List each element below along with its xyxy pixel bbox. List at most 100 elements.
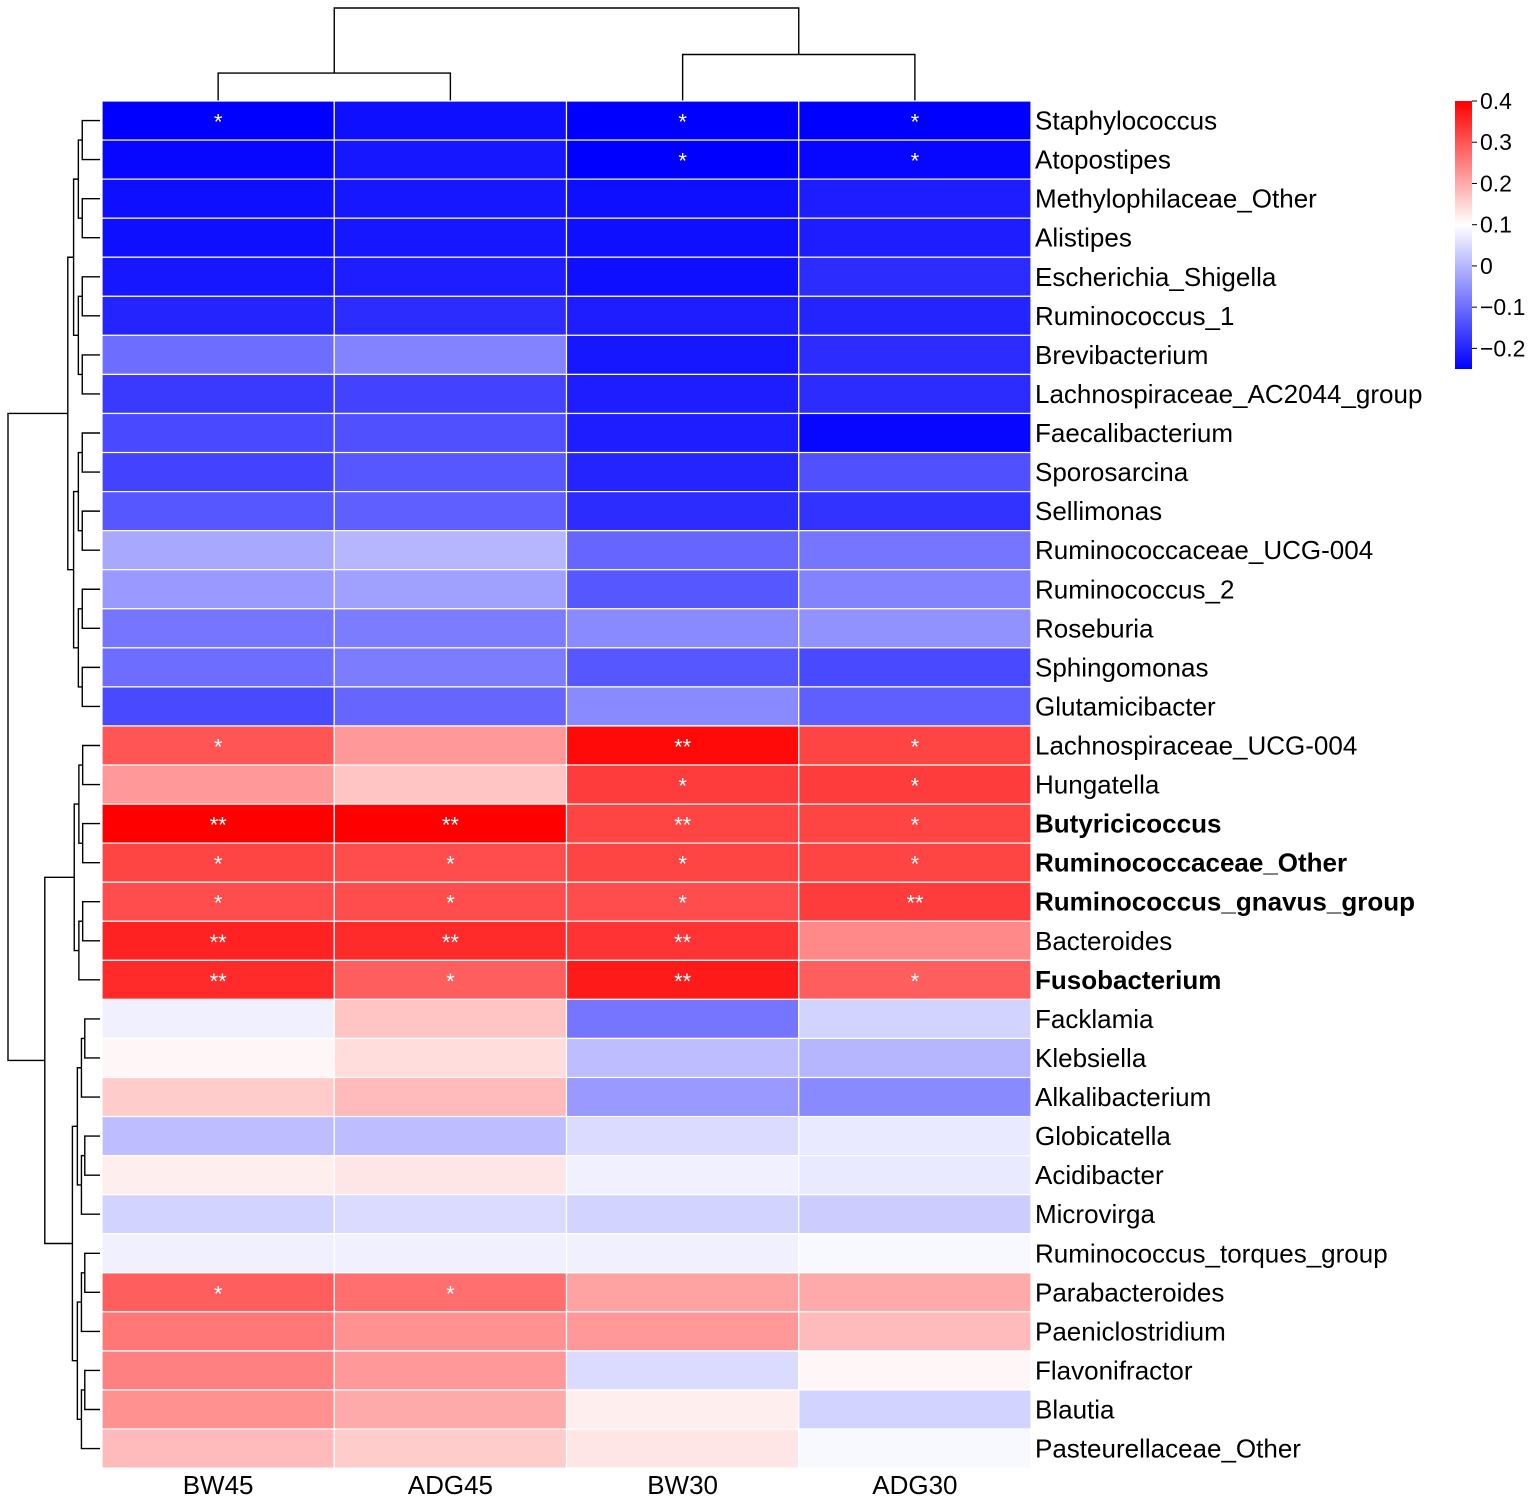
cell-brevibacterium-adg45 <box>333 334 568 376</box>
cell-pasteurellaceae-other-adg30 <box>798 1428 1032 1469</box>
row-label-escherichia-shigella: Escherichia_Shigella <box>1035 262 1277 292</box>
cell-facklamia-bw45 <box>101 998 335 1040</box>
cell-faecalibacterium-bw45 <box>101 412 335 454</box>
row-dendrogram-branch <box>84 1135 100 1176</box>
cell-klebsiella-bw45 <box>101 1037 335 1079</box>
significance-lachnospiraceae-ucg-004-adg30: * <box>911 734 920 759</box>
cell-globicatella-bw45 <box>101 1115 335 1157</box>
cell-paeniclostridium-bw45 <box>101 1311 335 1352</box>
legend-colorbar <box>1455 101 1472 369</box>
cell-ruminococcaceae-ucg-004-bw45 <box>101 530 335 571</box>
cell-parabacteroides-bw30 <box>565 1272 800 1313</box>
cell-ruminococcaceae-ucg-004-adg45 <box>333 530 568 571</box>
significance-butyricicoccus-adg45: ** <box>442 813 460 838</box>
legend-tick-label: 0.4 <box>1480 88 1512 114</box>
cell-glutamicibacter-bw30 <box>565 686 800 727</box>
cell-glutamicibacter-adg45 <box>333 686 568 727</box>
significance-ruminococcaceae-other-adg45: * <box>446 852 455 877</box>
cell-ruminococcus-torques-group-bw30 <box>565 1233 800 1274</box>
cell-flavonifractor-bw30 <box>565 1350 800 1391</box>
cell-hungatella-bw45 <box>101 764 335 805</box>
cell-atopostipes-bw45 <box>101 139 335 180</box>
row-label-bacteroides: Bacteroides <box>1035 926 1172 956</box>
cell-ruminococcaceae-other-adg30 <box>798 842 1032 883</box>
cell-sporosarcina-adg45 <box>333 451 568 493</box>
cell-alkalibacterium-adg30 <box>798 1076 1032 1118</box>
row-dendrogram-branch <box>81 510 100 551</box>
cell-alistipes-bw45 <box>101 217 335 258</box>
legend-tick-label: −0.1 <box>1480 294 1525 320</box>
row-labels: Staphylococcus Atopostipes Methylophilacea… <box>1035 106 1422 1464</box>
cell-brevibacterium-bw45 <box>101 334 335 376</box>
cell-glutamicibacter-bw45 <box>101 686 335 727</box>
cell-butyricicoccus-bw30 <box>565 803 800 844</box>
significance-fusobacterium-bw30: ** <box>674 969 692 994</box>
column-dendrogram-branch <box>333 7 800 74</box>
cell-roseburia-adg45 <box>333 608 568 649</box>
cell-pasteurellaceae-other-bw30 <box>565 1428 800 1469</box>
cell-ruminococcaceae-other-bw45 <box>101 842 335 883</box>
cell-ruminococcus-torques-group-adg30 <box>798 1233 1032 1274</box>
cell-fusobacterium-bw45 <box>101 959 335 1000</box>
cell-methylophilaceae-other-adg45 <box>333 178 568 219</box>
cell-globicatella-adg30 <box>798 1115 1032 1157</box>
row-dendrogram-branch <box>84 1252 100 1294</box>
cell-pasteurellaceae-other-bw45 <box>101 1428 335 1469</box>
cell-lachnospiraceae-ucg-004-bw30 <box>565 725 800 766</box>
row-dendrogram-branch <box>84 1018 100 1059</box>
cell-lachnospiraceae-ac2044-group-bw30 <box>565 373 800 415</box>
cell-microvirga-bw30 <box>565 1194 800 1235</box>
significance-fusobacterium-bw45: ** <box>210 969 228 994</box>
column-dendrogram <box>217 7 916 101</box>
cell-ruminococcaceae-other-adg45 <box>333 842 568 883</box>
cell-sellimonas-adg45 <box>333 491 568 532</box>
cell-butyricicoccus-bw45 <box>101 803 335 844</box>
cell-ruminococcus-gnavus-group-bw45 <box>101 881 335 922</box>
cell-parabacteroides-adg30 <box>798 1272 1032 1313</box>
cell-staphylococcus-adg45 <box>333 100 568 141</box>
cell-ruminococcus-gnavus-group-adg45 <box>333 881 568 922</box>
row-label-ruminococcaceae-ucg-004: Ruminococcaceae_UCG-004 <box>1035 535 1373 565</box>
row-dendrogram-branch <box>81 432 100 473</box>
cell-sphingomonas-adg45 <box>333 647 568 688</box>
cell-escherichia-shigella-bw30 <box>565 256 800 297</box>
cell-paeniclostridium-bw30 <box>565 1311 800 1352</box>
cell-ruminococcus-torques-group-bw45 <box>101 1233 335 1274</box>
cell-alistipes-bw30 <box>565 217 800 258</box>
row-label-acidibacter: Acidibacter <box>1035 1160 1164 1190</box>
cell-facklamia-adg45 <box>333 998 568 1040</box>
row-dendrogram-branch <box>81 822 100 864</box>
cell-ruminococcus-2-adg30 <box>798 569 1032 610</box>
cell-roseburia-bw30 <box>565 608 800 649</box>
row-label-butyricicoccus: Butyricicoccus <box>1035 809 1221 839</box>
cell-acidibacter-bw30 <box>565 1155 800 1196</box>
significance-hungatella-bw30: * <box>678 774 687 799</box>
column-label-bw45: BW45 <box>183 1470 254 1500</box>
cell-blautia-bw30 <box>565 1389 800 1430</box>
cell-ruminococcus-1-bw45 <box>101 295 335 336</box>
significance-hungatella-adg30: * <box>911 774 920 799</box>
cell-glutamicibacter-adg30 <box>798 686 1032 727</box>
row-label-pasteurellaceae-other: Pasteurellaceae_Other <box>1035 1434 1301 1464</box>
significance-lachnospiraceae-ucg-004-bw30: ** <box>674 734 692 759</box>
cell-ruminococcus-1-adg45 <box>333 295 568 336</box>
cell-methylophilaceae-other-bw45 <box>101 178 335 219</box>
cell-sphingomonas-adg30 <box>798 647 1032 688</box>
cell-butyricicoccus-adg30 <box>798 803 1032 844</box>
cell-lachnospiraceae-ucg-004-adg30 <box>798 725 1032 766</box>
significance-butyricicoccus-bw30: ** <box>674 813 692 838</box>
row-label-paeniclostridium: Paeniclostridium <box>1035 1316 1226 1346</box>
cell-escherichia-shigella-bw45 <box>101 256 335 297</box>
cell-lachnospiraceae-ac2044-group-adg30 <box>798 373 1032 415</box>
significance-lachnospiraceae-ucg-004-bw45: * <box>214 734 223 759</box>
cell-ruminococcaceae-other-bw30 <box>565 842 800 883</box>
significance-ruminococcus-gnavus-group-bw45: * <box>214 891 223 916</box>
cell-hungatella-bw30 <box>565 764 800 805</box>
row-dendrogram-branch <box>7 412 68 1062</box>
row-label-blautia: Blautia <box>1035 1395 1115 1425</box>
row-label-microvirga: Microvirga <box>1035 1199 1155 1229</box>
significance-ruminococcus-gnavus-group-adg45: * <box>446 891 455 916</box>
cell-ruminococcus-2-bw45 <box>101 569 335 610</box>
significance-butyricicoccus-bw45: ** <box>210 813 228 838</box>
significance-ruminococcaceae-other-bw45: * <box>214 852 223 877</box>
